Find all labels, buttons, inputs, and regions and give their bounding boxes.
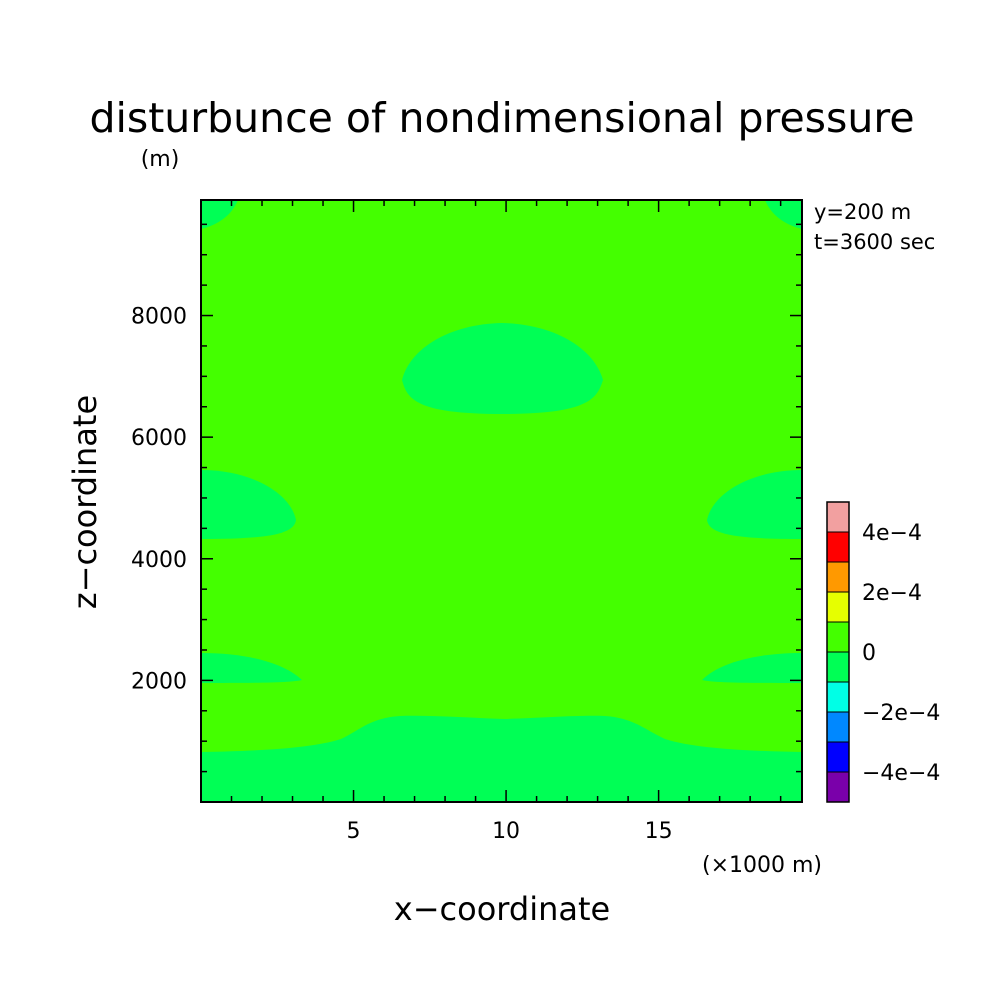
colorbar-swatch: [826, 651, 850, 683]
contour-center-blob-7000: [402, 323, 603, 414]
x-unit-label: (×1000 m): [702, 853, 822, 878]
colorbar-swatch: [826, 771, 850, 803]
y-axis-label: z−coordinate: [66, 395, 104, 609]
contour-top-right-corner: [765, 200, 802, 229]
info-y-label: y=200 m: [814, 200, 911, 224]
y-tick-label: 2000: [131, 669, 187, 694]
colorbar-label: −2e−4: [862, 701, 940, 726]
colorbar-label: 0: [862, 641, 876, 666]
axis-ticks: [201, 200, 802, 802]
colorbar-swatch: [826, 621, 850, 653]
colorbar-swatch: [826, 741, 850, 773]
chart-title: disturbunce of nondimensional pressure: [89, 94, 914, 142]
colorbar: [826, 501, 850, 803]
contour-top-left-corner: [201, 200, 238, 229]
info-t-label: t=3600 sec: [814, 230, 935, 254]
x-tick-label: 15: [645, 819, 673, 844]
colorbar-label: 4e−4: [862, 521, 922, 546]
contour-left-lobe-5000: [201, 470, 296, 539]
colorbar-swatch: [826, 531, 850, 563]
plot-frame: [200, 199, 803, 803]
colorbar-label: −4e−4: [862, 761, 940, 786]
colorbar-frame: [826, 501, 850, 803]
contour-right-lobe-2000: [702, 653, 802, 683]
y-unit-label: (m): [141, 147, 180, 172]
colorbar-label: 2e−4: [862, 581, 922, 606]
contour-right-lobe-5000: [707, 470, 802, 539]
y-tick-label: 6000: [131, 426, 187, 451]
colorbar-swatch: [826, 711, 850, 743]
background-fill: [201, 200, 802, 802]
contour-lower-layer: [201, 715, 802, 802]
colorbar-swatch: [826, 501, 850, 533]
x-axis-label: x−coordinate: [394, 890, 610, 928]
contour-regions: [201, 200, 802, 802]
y-tick-label: 4000: [131, 548, 187, 573]
contour-left-lobe-2000: [201, 653, 302, 683]
colorbar-swatch: [826, 561, 850, 593]
x-tick-label: 10: [492, 819, 520, 844]
y-tick-label: 8000: [131, 305, 187, 330]
plot-area: [200, 199, 803, 803]
colorbar-swatch: [826, 681, 850, 713]
x-tick-label: 5: [347, 819, 361, 844]
colorbar-swatch: [826, 591, 850, 623]
